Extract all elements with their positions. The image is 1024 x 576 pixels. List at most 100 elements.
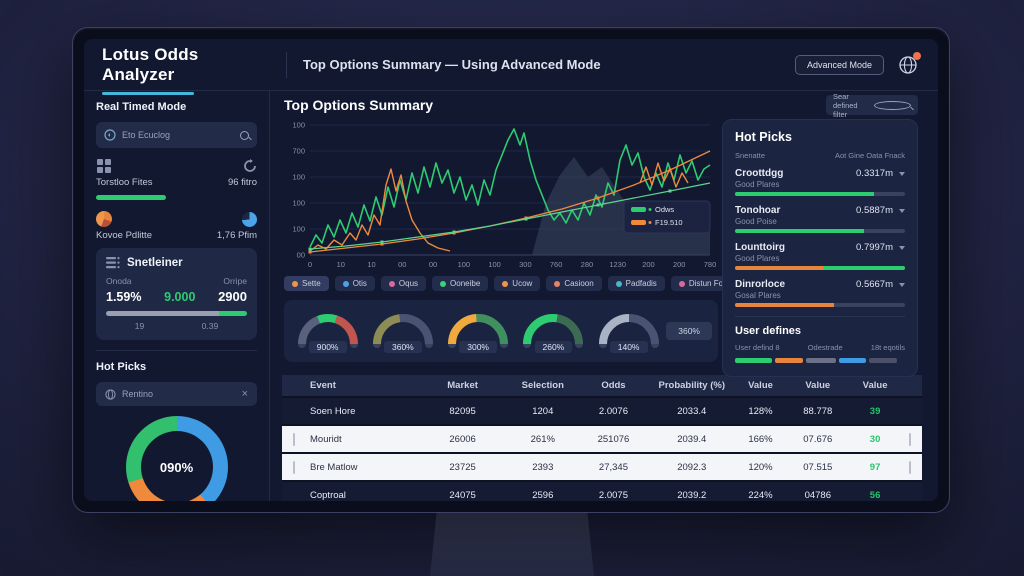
hot-pick-progress	[735, 266, 905, 270]
svg-text:0: 0	[308, 260, 312, 269]
gauge-more-button[interactable]: 360%	[666, 322, 712, 340]
app-title: Lotus Odds Analyzer	[102, 44, 199, 84]
row-checkbox[interactable]	[293, 460, 295, 474]
cell-market: 23725	[449, 461, 476, 473]
advanced-mode-button[interactable]: Advanced Mode	[794, 54, 884, 75]
brand-wrap: Lotus Odds Analyzer	[102, 44, 270, 95]
stat-points-label: Kovoe Pdlitte	[96, 230, 152, 241]
brand-underline	[102, 91, 194, 95]
filter-chip-row: Sette Otis Oqus Ooneibe Ucow Casioon Padfadis D…	[284, 276, 744, 291]
gauge-value-label: 900%	[308, 340, 347, 353]
close-icon[interactable]: ×	[241, 388, 248, 400]
app-header: Lotus Odds Analyzer Top Options Summary …	[84, 39, 938, 95]
cell-market: 26006	[449, 433, 476, 445]
donut-center-value: 090%	[159, 459, 194, 475]
cell-selection: 261%	[530, 433, 555, 445]
bar-segment	[735, 229, 865, 233]
table-row[interactable]: Mouridt 26006 261% 251076 2039.4 166% 07.676 30	[282, 426, 922, 454]
chip-color-dot	[388, 280, 395, 287]
chip-label: Sette	[302, 279, 321, 288]
cell-value3: 97	[869, 461, 881, 473]
hot-pick-sub: Good Plares	[735, 180, 780, 189]
gauge-value-label: 360%	[384, 340, 422, 353]
filter-chip[interactable]: Otis	[334, 276, 375, 291]
hot-pick-value: 0.5667m	[856, 279, 893, 290]
cell-value3: 39	[869, 405, 881, 417]
svg-text:300: 300	[519, 260, 532, 269]
user-define-segment	[839, 358, 867, 363]
row-checkbox-end[interactable]	[909, 432, 911, 446]
search-icon	[873, 100, 911, 110]
bar-segment	[735, 303, 834, 307]
chevron-down-icon[interactable]	[899, 208, 905, 213]
panel-divider	[735, 316, 905, 317]
table-row[interactable]: Soen Hore 82095 1204 2.0076 2033.4 128% 88.778…	[282, 398, 922, 426]
filter-chip[interactable]: Ucow	[494, 276, 541, 291]
semi-gauge: 140%	[597, 310, 661, 353]
gauge-value-label: 140%	[609, 340, 648, 353]
sidebar-section-title: Real Timed Mode	[96, 101, 187, 113]
svg-text:10: 10	[367, 260, 375, 269]
svg-text:1230: 1230	[609, 260, 626, 269]
hot-pick-item[interactable]: Lounttoirg 0.7997m Good Plares	[735, 242, 905, 270]
bar-segment	[218, 311, 247, 316]
circle-arrow-icon	[104, 129, 116, 141]
row-checkbox[interactable]	[293, 432, 295, 446]
hot-pick-sub: Gosal Plares	[735, 291, 781, 300]
chevron-down-icon[interactable]	[899, 282, 905, 287]
refresh-icon[interactable]	[243, 159, 257, 173]
svg-text:780: 780	[704, 260, 717, 269]
filter-chip[interactable]: Ooneibe	[432, 276, 489, 291]
filter-chip[interactable]: Oqus	[380, 276, 427, 291]
globe-button[interactable]	[896, 51, 921, 77]
semi-gauge: 360%	[371, 310, 435, 353]
svg-text:200: 200	[642, 260, 655, 269]
svg-text:00: 00	[398, 260, 406, 269]
cell-probability: 2039.4	[677, 433, 707, 445]
cell-value3: 56	[869, 489, 881, 501]
filter-chip[interactable]: Sette	[284, 276, 329, 291]
rentino-filter-pill[interactable]: Rentino ×	[96, 382, 257, 406]
user-defines-label-1: User defind 8	[735, 343, 780, 352]
cell-value2: 07.515	[803, 461, 833, 473]
summary-right-label: Orripe	[223, 276, 247, 286]
svg-text:100: 100	[488, 260, 501, 269]
summary-progress-bar	[106, 311, 247, 316]
chevron-down-icon[interactable]	[899, 171, 905, 176]
defined-filter-search[interactable]: Sear defined filter	[826, 92, 918, 119]
table-header-cell: Event	[310, 380, 336, 391]
filter-search-text: Sear defined filter	[833, 91, 858, 119]
hot-pick-value: 0.7997m	[856, 242, 893, 253]
sidebar-search-input[interactable]: Eto Ecuclog	[96, 122, 257, 148]
svg-text:Odws: Odws	[655, 205, 674, 214]
table-row[interactable]: Bre Matlow 23725 2393 27,345 2092.3 120% 07.51…	[282, 454, 922, 482]
cell-probability: 2039.2	[677, 489, 707, 501]
stat-files-value: 96 fitro	[227, 177, 257, 188]
row-checkbox-end[interactable]	[909, 460, 911, 474]
donut-chart: 090%	[125, 416, 228, 501]
table-row[interactable]: Coptroal 24075 2596 2.0075 2039.2 224% 04786 56	[282, 482, 922, 501]
monitor-stand	[430, 513, 594, 576]
hot-pick-item[interactable]: Tonohoar 0.5887m Good Poise	[735, 205, 905, 233]
hot-pick-item[interactable]: Dinrorloce 0.5667m Gosal Plares	[735, 279, 905, 307]
cell-selection: 2596	[532, 489, 554, 501]
cell-value2: 04786	[804, 489, 831, 501]
user-defines-label-3: 18t eqotils	[870, 343, 905, 352]
hot-pick-item[interactable]: Croottdgg 0.3317m Good Plares	[735, 168, 905, 196]
filter-chip[interactable]: Casioon	[546, 276, 602, 291]
cell-value2: 88.778	[803, 405, 833, 417]
cell-value1: 166%	[748, 433, 773, 445]
table-header-row: Event Market Selection Odds Probability (%) V…	[282, 375, 922, 398]
hot-picks-list: Croottdgg 0.3317m Good Plares Tonohoar 0.588…	[735, 168, 905, 307]
sync-icon	[242, 211, 257, 227]
svg-text:100: 100	[292, 225, 305, 234]
monitor-frame: Lotus Odds Analyzer Top Options Summary …	[72, 27, 950, 513]
chip-color-dot	[342, 280, 349, 287]
filter-chip[interactable]: Padfadis	[607, 276, 665, 291]
table-header-cell: Market	[447, 380, 478, 391]
table-header-cell: Selection	[521, 380, 564, 391]
bar-segment	[823, 266, 905, 270]
dashboard-screen: Lotus Odds Analyzer Top Options Summary …	[84, 39, 938, 501]
user-define-segment	[805, 358, 837, 363]
chevron-down-icon[interactable]	[899, 245, 905, 250]
